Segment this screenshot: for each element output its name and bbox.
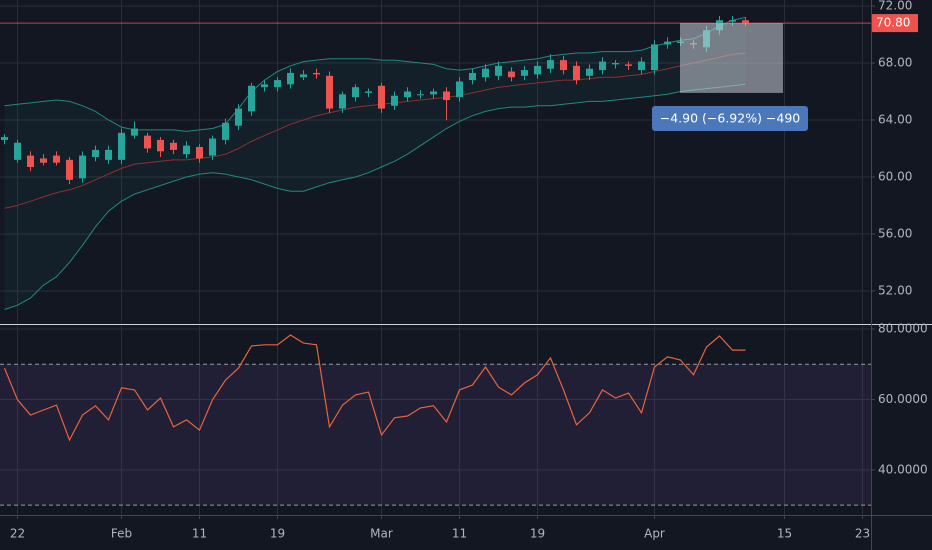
last-price-tag bbox=[872, 14, 918, 33]
candle-body bbox=[495, 65, 502, 76]
candle-body bbox=[352, 87, 359, 98]
candle-body bbox=[313, 72, 320, 75]
bollinger-lower bbox=[4, 83, 746, 310]
candle-body bbox=[417, 94, 424, 96]
candle-body bbox=[508, 71, 515, 78]
candle-body bbox=[144, 135, 151, 149]
candle-body bbox=[287, 72, 294, 85]
candle-body bbox=[456, 81, 463, 98]
candle-body bbox=[170, 142, 177, 150]
bollinger-upper bbox=[4, 16, 746, 132]
candle-body bbox=[612, 62, 619, 65]
candle-body bbox=[404, 91, 411, 98]
x-tick-label: 23 bbox=[855, 527, 870, 541]
candle-body bbox=[183, 145, 190, 155]
candle-body bbox=[274, 80, 281, 88]
measure-box bbox=[680, 23, 783, 93]
candle-body bbox=[196, 147, 203, 159]
candle-body bbox=[664, 41, 671, 45]
candle-body bbox=[547, 60, 554, 69]
y-tick-label: 64.00 bbox=[878, 112, 912, 126]
candle-body bbox=[573, 65, 580, 81]
candle-body bbox=[599, 61, 606, 71]
y-tick-label: 68.00 bbox=[878, 55, 912, 69]
candle-body bbox=[235, 108, 242, 126]
candle-body bbox=[742, 20, 749, 24]
candle-body bbox=[53, 155, 60, 163]
candle-body bbox=[638, 61, 645, 71]
candle-body bbox=[430, 91, 437, 95]
rsi-band bbox=[0, 364, 871, 506]
candle-body bbox=[651, 44, 658, 71]
candle-body bbox=[586, 68, 593, 76]
y-tick-label: 56.00 bbox=[878, 226, 912, 240]
candle-body bbox=[1, 137, 8, 140]
x-tick-label: 11 bbox=[192, 527, 207, 541]
bollinger-basis bbox=[4, 52, 746, 209]
y-tick-label: 52.00 bbox=[878, 283, 912, 297]
candle-body bbox=[105, 149, 112, 160]
measure-label: −4.90 (−6.92%) −490 bbox=[660, 111, 801, 126]
candle-body bbox=[326, 75, 333, 109]
candle-body bbox=[209, 138, 216, 156]
candle-body bbox=[79, 155, 86, 179]
grid bbox=[0, 0, 871, 515]
x-tick-label: 15 bbox=[777, 527, 792, 541]
candle-body bbox=[300, 74, 307, 78]
y-tick-label: 60.00 bbox=[878, 169, 912, 183]
candle-body bbox=[521, 70, 528, 76]
bollinger-fill bbox=[4, 17, 746, 310]
candle-body bbox=[729, 20, 736, 22]
candle-body bbox=[222, 122, 229, 140]
candle-body bbox=[40, 158, 47, 163]
x-tick-label: 11 bbox=[452, 527, 467, 541]
candle-body bbox=[391, 95, 398, 106]
y-tick-label: 60.0000 bbox=[878, 392, 928, 406]
candle-body bbox=[14, 142, 21, 160]
candle-body bbox=[248, 85, 255, 112]
candle-body bbox=[560, 60, 567, 71]
candle-body bbox=[66, 159, 73, 180]
candle-body bbox=[92, 149, 99, 158]
candle-body bbox=[131, 128, 138, 136]
y-tick-label: 72.00 bbox=[878, 0, 912, 12]
y-tick-label: 40.0000 bbox=[878, 462, 928, 476]
candle-body bbox=[118, 132, 125, 160]
candle-body bbox=[469, 72, 476, 81]
candle-body bbox=[482, 68, 489, 78]
x-tick-label: 19 bbox=[270, 527, 285, 541]
candle-body bbox=[625, 64, 632, 66]
candle-body bbox=[261, 84, 268, 88]
x-tick-label: 22 bbox=[10, 527, 25, 541]
candle-body bbox=[339, 94, 346, 109]
y-tick-label: 80.0000 bbox=[878, 321, 928, 335]
x-tick-label: 19 bbox=[530, 527, 545, 541]
measure-label-box bbox=[652, 106, 808, 131]
x-tick-label: Apr bbox=[644, 527, 665, 541]
candle-body bbox=[157, 139, 164, 152]
rsi-line bbox=[3, 334, 746, 442]
candle-body bbox=[443, 91, 450, 101]
candle-body bbox=[534, 65, 541, 75]
x-tick-label: Mar bbox=[370, 527, 393, 541]
candle-body bbox=[378, 85, 385, 109]
last-price-label: 70.80 bbox=[876, 16, 910, 30]
x-tick-label: Feb bbox=[111, 527, 132, 541]
candle-body bbox=[27, 155, 34, 167]
candle-body bbox=[365, 91, 372, 93]
